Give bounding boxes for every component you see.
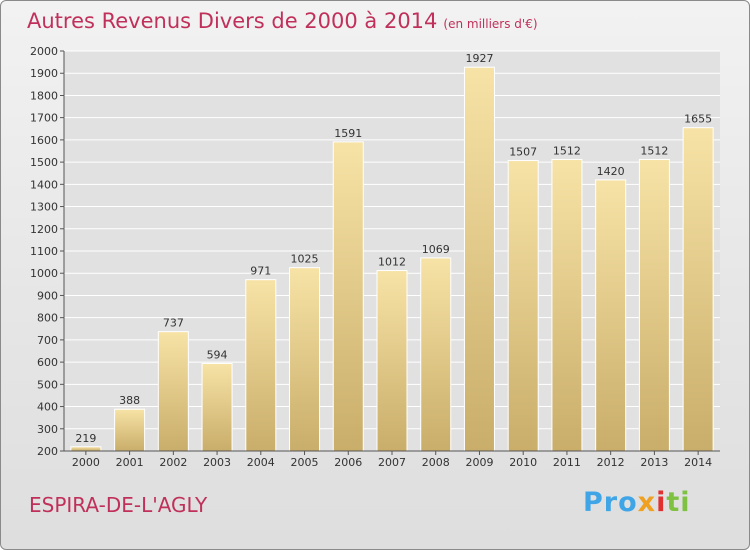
bar	[638, 158, 670, 452]
bar	[595, 179, 627, 452]
bar	[376, 270, 408, 452]
x-tick-label: 2014	[684, 456, 712, 469]
y-tick-label: 600	[37, 356, 58, 369]
data-label: 1591	[334, 127, 362, 140]
bar	[551, 158, 583, 452]
x-tick-label: 2011	[553, 456, 581, 469]
x-tick-label: 2003	[203, 456, 231, 469]
x-tick-label: 2004	[247, 456, 275, 469]
x-tick-label: 2000	[72, 456, 100, 469]
bar	[507, 160, 539, 452]
data-label: 594	[207, 348, 228, 361]
data-label: 971	[250, 265, 271, 278]
chart-title-text: Autres Revenus Divers de 2000 à 2014	[27, 9, 438, 33]
logo-part-3: i	[656, 487, 667, 518]
y-tick-label: 1200	[30, 223, 58, 236]
x-tick-label: 2013	[640, 456, 668, 469]
y-tick-label: 400	[37, 401, 58, 414]
y-tick-label: 700	[37, 334, 58, 347]
data-label: 1420	[597, 165, 625, 178]
bar	[682, 127, 714, 452]
y-tick-label: 2000	[30, 45, 58, 58]
logo-part-2: x	[637, 487, 657, 518]
y-tick-label: 1400	[30, 178, 58, 191]
data-label: 1512	[640, 144, 668, 157]
x-tick-label: 2006	[334, 456, 362, 469]
y-tick-label: 500	[37, 378, 58, 391]
y-tick-label: 1900	[30, 67, 58, 80]
y-tick-label: 300	[37, 423, 58, 436]
x-tick-label: 2009	[465, 456, 493, 469]
bar	[420, 257, 452, 452]
bar	[289, 267, 321, 452]
x-tick-label: 2007	[378, 456, 406, 469]
data-label: 1069	[422, 243, 450, 256]
bar	[201, 362, 233, 452]
y-tick-label: 900	[37, 289, 58, 302]
x-tick-label: 2005	[291, 456, 319, 469]
proxiti-logo: Proxiti	[583, 487, 691, 518]
chart-title-unit: (en milliers d'€)	[443, 17, 538, 31]
bar	[114, 408, 146, 452]
y-tick-label: 1800	[30, 89, 58, 102]
data-label: 388	[119, 394, 140, 407]
y-tick-label: 1300	[30, 201, 58, 214]
x-tick-label: 2010	[509, 456, 537, 469]
data-label: 737	[163, 317, 184, 330]
bar	[70, 446, 102, 452]
bar	[332, 141, 364, 452]
place-name: ESPIRA-DE-L'AGLY	[29, 493, 208, 517]
bar	[245, 279, 277, 452]
bar	[463, 66, 495, 452]
data-label: 1927	[465, 52, 493, 65]
y-tick-label: 800	[37, 312, 58, 325]
y-tick-label: 1600	[30, 134, 58, 147]
data-label: 1655	[684, 113, 712, 126]
x-tick-label: 2002	[159, 456, 187, 469]
y-tick-label: 1700	[30, 112, 58, 125]
logo-part-1: Pro	[583, 487, 638, 518]
data-label: 1512	[553, 144, 581, 157]
y-tick-label: 200	[37, 445, 58, 458]
bar	[157, 331, 189, 452]
y-tick-label: 1100	[30, 245, 58, 258]
x-tick-label: 2001	[116, 456, 144, 469]
data-label: 1507	[509, 146, 537, 159]
x-tick-label: 2012	[597, 456, 625, 469]
x-tick-label: 2008	[422, 456, 450, 469]
data-label: 1025	[291, 253, 319, 266]
logo-part-4: ti	[666, 487, 691, 518]
y-tick-label: 1500	[30, 156, 58, 169]
y-tick-label: 1000	[30, 267, 58, 280]
data-label: 1012	[378, 256, 406, 269]
data-label: 219	[75, 432, 96, 445]
chart-title: Autres Revenus Divers de 2000 à 2014 (en …	[27, 9, 538, 33]
